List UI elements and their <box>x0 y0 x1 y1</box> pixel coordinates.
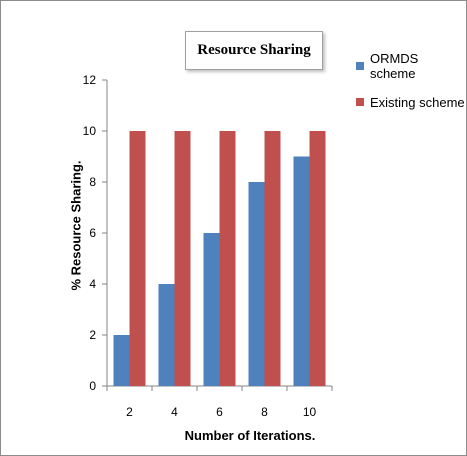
x-tick-label-2: 2 <box>126 405 133 419</box>
bar-existing-8 <box>264 131 281 386</box>
legend: ORMDS scheme Existing scheme <box>356 51 467 130</box>
chart-title: Resource Sharing <box>197 42 311 58</box>
bar-ormds-10 <box>293 156 310 386</box>
legend-label-ormds: ORMDS scheme <box>369 51 419 81</box>
x-tick-label-6: 6 <box>216 405 223 419</box>
y-tick-label-6: 6 <box>89 226 96 240</box>
chart-title-box: Resource Sharing <box>185 31 323 70</box>
bar-ormds-4 <box>158 284 175 386</box>
bar-ormds-8 <box>248 182 265 386</box>
y-tick-label-8: 8 <box>89 175 96 189</box>
legend-swatch-ormds <box>356 62 364 70</box>
bar-existing-6 <box>219 131 236 386</box>
x-tick-label-4: 4 <box>171 405 178 419</box>
bar-ormds-6 <box>203 233 220 386</box>
y-tick-label-4: 4 <box>89 277 96 291</box>
bar-existing-4 <box>174 131 191 386</box>
x-tick-label-8: 8 <box>261 405 268 419</box>
legend-item-existing: Existing scheme <box>356 94 467 110</box>
legend-label-existing: Existing scheme <box>370 94 465 110</box>
y-tick-label-2: 2 <box>89 328 96 342</box>
y-axis-label: % Resource Sharing. <box>68 160 84 291</box>
bar-existing-10 <box>309 131 326 386</box>
x-axis-label: Number of Iterations. <box>184 428 316 443</box>
y-tick-label-0: 0 <box>89 379 96 393</box>
y-tick-label-10: 10 <box>83 124 97 138</box>
legend-item-ormds: ORMDS scheme <box>356 51 467 81</box>
bar-ormds-2 <box>113 335 130 386</box>
y-tick-label-12: 12 <box>83 73 97 87</box>
x-tick-label-10: 10 <box>303 405 317 419</box>
legend-swatch-existing <box>356 98 364 106</box>
bar-existing-2 <box>129 131 146 386</box>
